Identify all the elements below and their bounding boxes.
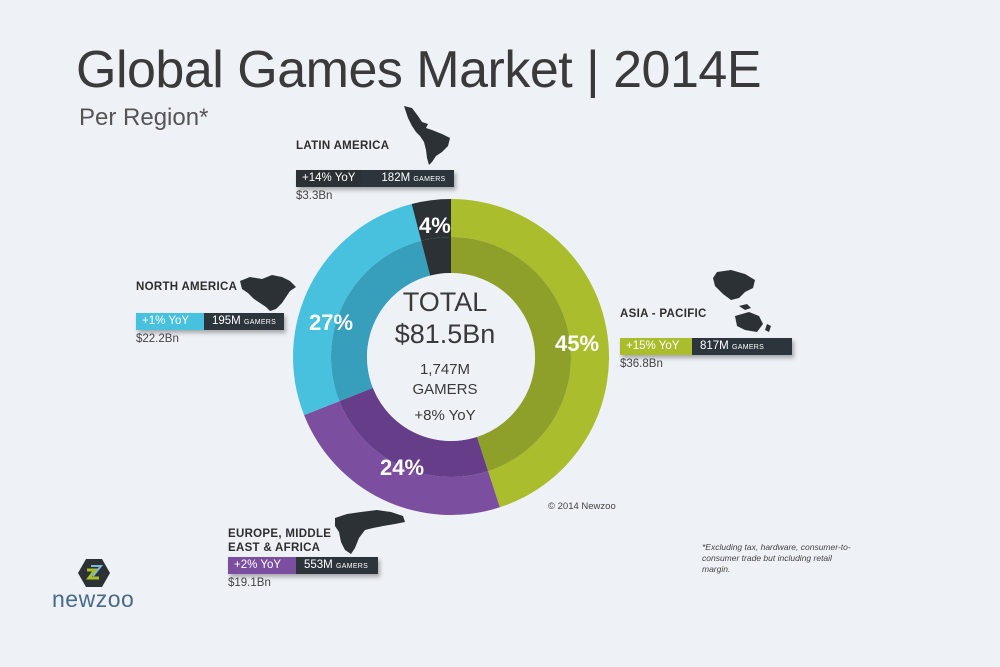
- stat-bar: +2% YoY 553M GAMERS: [228, 557, 379, 574]
- total-gamers: 1,747M: [419, 361, 471, 378]
- region-name: LATIN AMERICA: [296, 140, 390, 152]
- region-name-line2: EAST & AFRICA: [228, 542, 321, 554]
- slice-asia-pacific-inner: [451, 237, 571, 472]
- page-title: Global Games Market | 2014E: [76, 41, 762, 99]
- slice-latin-america-inner: [421, 237, 451, 276]
- asia-pacific-map-icon: [713, 270, 771, 332]
- slice-north-america-outer: [293, 203, 422, 416]
- stat-bar: +1% YoY 195M GAMERS: [136, 313, 285, 330]
- gamers-badge: 182M GAMERS: [361, 170, 454, 187]
- yoy-badge: +2% YoY: [228, 557, 296, 574]
- pct-label-emea: 24%: [380, 455, 425, 480]
- revenue-value: $36.8Bn: [620, 358, 663, 370]
- yoy-badge: +14% YoY: [296, 170, 362, 187]
- slice-north-america-inner: [331, 240, 431, 402]
- yoy-badge: +15% YoY: [620, 338, 692, 355]
- copyright-text: © 2014 Newzoo: [548, 501, 616, 512]
- slice-latin-america-outer: [411, 199, 451, 241]
- region-name: ASIA - PACIFIC: [620, 308, 707, 320]
- emea-map-icon: [335, 510, 405, 554]
- slice-emea-outer: [304, 401, 500, 515]
- newzoo-logo-icon: [78, 559, 110, 587]
- latin-america-map-icon: [404, 106, 450, 165]
- gamers-badge: 553M GAMERS: [296, 557, 379, 574]
- stat-bar: +15% YoY 817M GAMERS: [620, 338, 793, 355]
- pct-label-asia-pacific: 45%: [555, 331, 600, 356]
- slice-asia-pacific-outer: [451, 199, 609, 508]
- yoy-badge: +1% YoY: [136, 313, 204, 330]
- region-emea: EUROPE, MIDDLE EAST & AFRICA +2% YoY 553…: [228, 527, 379, 589]
- total-value: $81.5Bn: [394, 319, 496, 349]
- revenue-value: $3.3Bn: [296, 190, 333, 202]
- stat-bar: +14% YoY 182M GAMERS: [296, 170, 454, 187]
- total-label: TOTAL: [402, 287, 488, 317]
- region-name-line1: EUROPE, MIDDLE: [228, 528, 332, 540]
- pct-label-latin-america: 4%: [419, 213, 451, 238]
- footnote-text: *Excluding tax, hardware, consumer-to-co…: [702, 542, 851, 574]
- donut-hole: [367, 273, 535, 441]
- region-name: NORTH AMERICA: [136, 281, 238, 293]
- page-subtitle: Per Region*: [79, 104, 209, 131]
- gamers-badge: 195M GAMERS: [204, 313, 285, 330]
- total-yoy: +8% YoY: [414, 407, 476, 424]
- brand-name: newzoo: [52, 586, 135, 612]
- slice-emea-inner: [339, 387, 489, 477]
- gamers-badge: 817M GAMERS: [692, 338, 793, 355]
- total-gamers-word: GAMERS: [412, 381, 478, 398]
- region-asia-pacific: ASIA - PACIFIC +15% YoY 817M GAMERS $36.…: [620, 307, 793, 370]
- north-america-map-icon: [240, 275, 296, 311]
- pct-label-north-america: 27%: [309, 310, 354, 335]
- revenue-value: $22.2Bn: [136, 333, 179, 345]
- region-north-america: NORTH AMERICA +1% YoY 195M GAMERS $22.2B…: [136, 280, 285, 345]
- region-latin-america: LATIN AMERICA +14% YoY 182M GAMERS $3.3B…: [296, 139, 454, 202]
- revenue-value: $19.1Bn: [228, 577, 271, 589]
